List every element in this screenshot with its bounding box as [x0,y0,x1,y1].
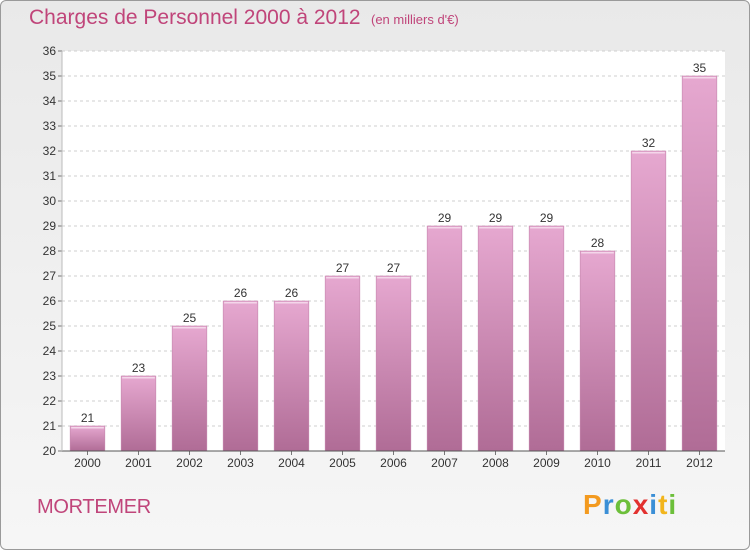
y-axis-ticks: 20 21 22 23 24 25 26 27 28 29 30 31 32 33 34 35 36 [43,44,62,458]
bar-highlight [173,327,206,329]
y-tick-label: 35 [43,69,57,83]
bar-2004 [273,300,310,452]
bars [69,75,718,452]
x-tick-label: 2006 [380,456,407,470]
data-label: 26 [285,286,299,300]
bar-highlight [683,77,716,79]
y-tick-label: 28 [43,244,57,258]
x-tick-label: 2010 [584,456,611,470]
logo-letter: o [614,489,633,520]
y-tick-label: 30 [43,194,57,208]
y-tick-label: 36 [43,44,57,58]
bar-highlight [275,302,308,304]
bar-highlight [377,277,410,279]
bar-highlight [122,377,155,379]
bar-highlight [71,427,104,429]
bar-2006 [375,275,412,452]
x-tick-label: 2004 [278,456,305,470]
x-tick-label: 2005 [329,456,356,470]
bar-2011 [630,150,667,452]
bar-2008 [477,225,514,452]
x-tick-label: 2003 [227,456,254,470]
y-tick-label: 22 [43,394,57,408]
bar-highlight [632,152,665,154]
data-label: 27 [387,261,401,275]
y-tick-label: 34 [43,94,57,108]
data-labels: 21 23 25 26 26 27 27 29 29 29 28 32 35 [81,61,707,425]
y-tick-label: 23 [43,369,57,383]
bar-highlight [581,252,614,254]
bar-2001 [120,375,157,452]
x-tick-label: 2008 [482,456,509,470]
data-label: 27 [336,261,350,275]
bar-highlight [224,302,257,304]
x-tick-label: 2002 [176,456,203,470]
data-label: 23 [132,361,146,375]
data-label: 32 [642,136,656,150]
bar-2010 [579,250,616,452]
y-tick-label: 29 [43,219,57,233]
data-label: 35 [693,61,707,75]
x-axis-ticks: 2000 2001 2002 2003 2004 2005 2006 2007 2008 2009… [74,451,713,470]
bar-highlight [326,277,359,279]
y-tick-label: 27 [43,269,57,283]
y-tick-label: 26 [43,294,57,308]
data-label: 21 [81,411,95,425]
logo-letter: i [668,489,678,520]
bar-2002 [171,325,208,452]
y-tick-label: 31 [43,169,57,183]
logo-letter: r [602,489,615,520]
y-tick-label: 32 [43,144,57,158]
y-tick-label: 20 [43,444,57,458]
bar-2003 [222,300,259,452]
y-tick-label: 21 [43,419,57,433]
data-label: 29 [438,211,452,225]
y-tick-label: 25 [43,319,57,333]
bar-2012 [681,75,718,452]
bar-2009 [528,225,565,452]
chart-unit: (en milliers d'€) [371,12,459,27]
x-tick-label: 2000 [74,456,101,470]
bar-2005 [324,275,361,452]
x-tick-label: 2009 [533,456,560,470]
x-tick-label: 2011 [636,456,662,470]
commune-name: MORTEMER [37,496,151,518]
data-label: 26 [234,286,248,300]
data-label: 28 [591,236,605,250]
data-label: 29 [489,211,503,225]
logo-letter: i [649,489,659,520]
bar-highlight [479,227,512,229]
logo-letter: x [632,489,650,520]
y-tick-label: 24 [43,344,57,358]
data-label: 29 [540,211,554,225]
bar-highlight [428,227,461,229]
logo-letter: t [658,489,669,520]
x-tick-label: 2001 [125,456,152,470]
logo-letter: P [583,489,603,520]
bar-2007 [426,225,463,452]
y-tick-label: 33 [43,119,57,133]
chart-title: Charges de Personnel 2000 à 2012 [29,6,361,29]
x-tick-label: 2007 [431,456,458,470]
bar-highlight [530,227,563,229]
bar-2000 [69,425,106,452]
x-tick-label: 2012 [686,456,713,470]
proxiti-logo: Proxiti [583,489,677,521]
data-label: 25 [183,311,197,325]
